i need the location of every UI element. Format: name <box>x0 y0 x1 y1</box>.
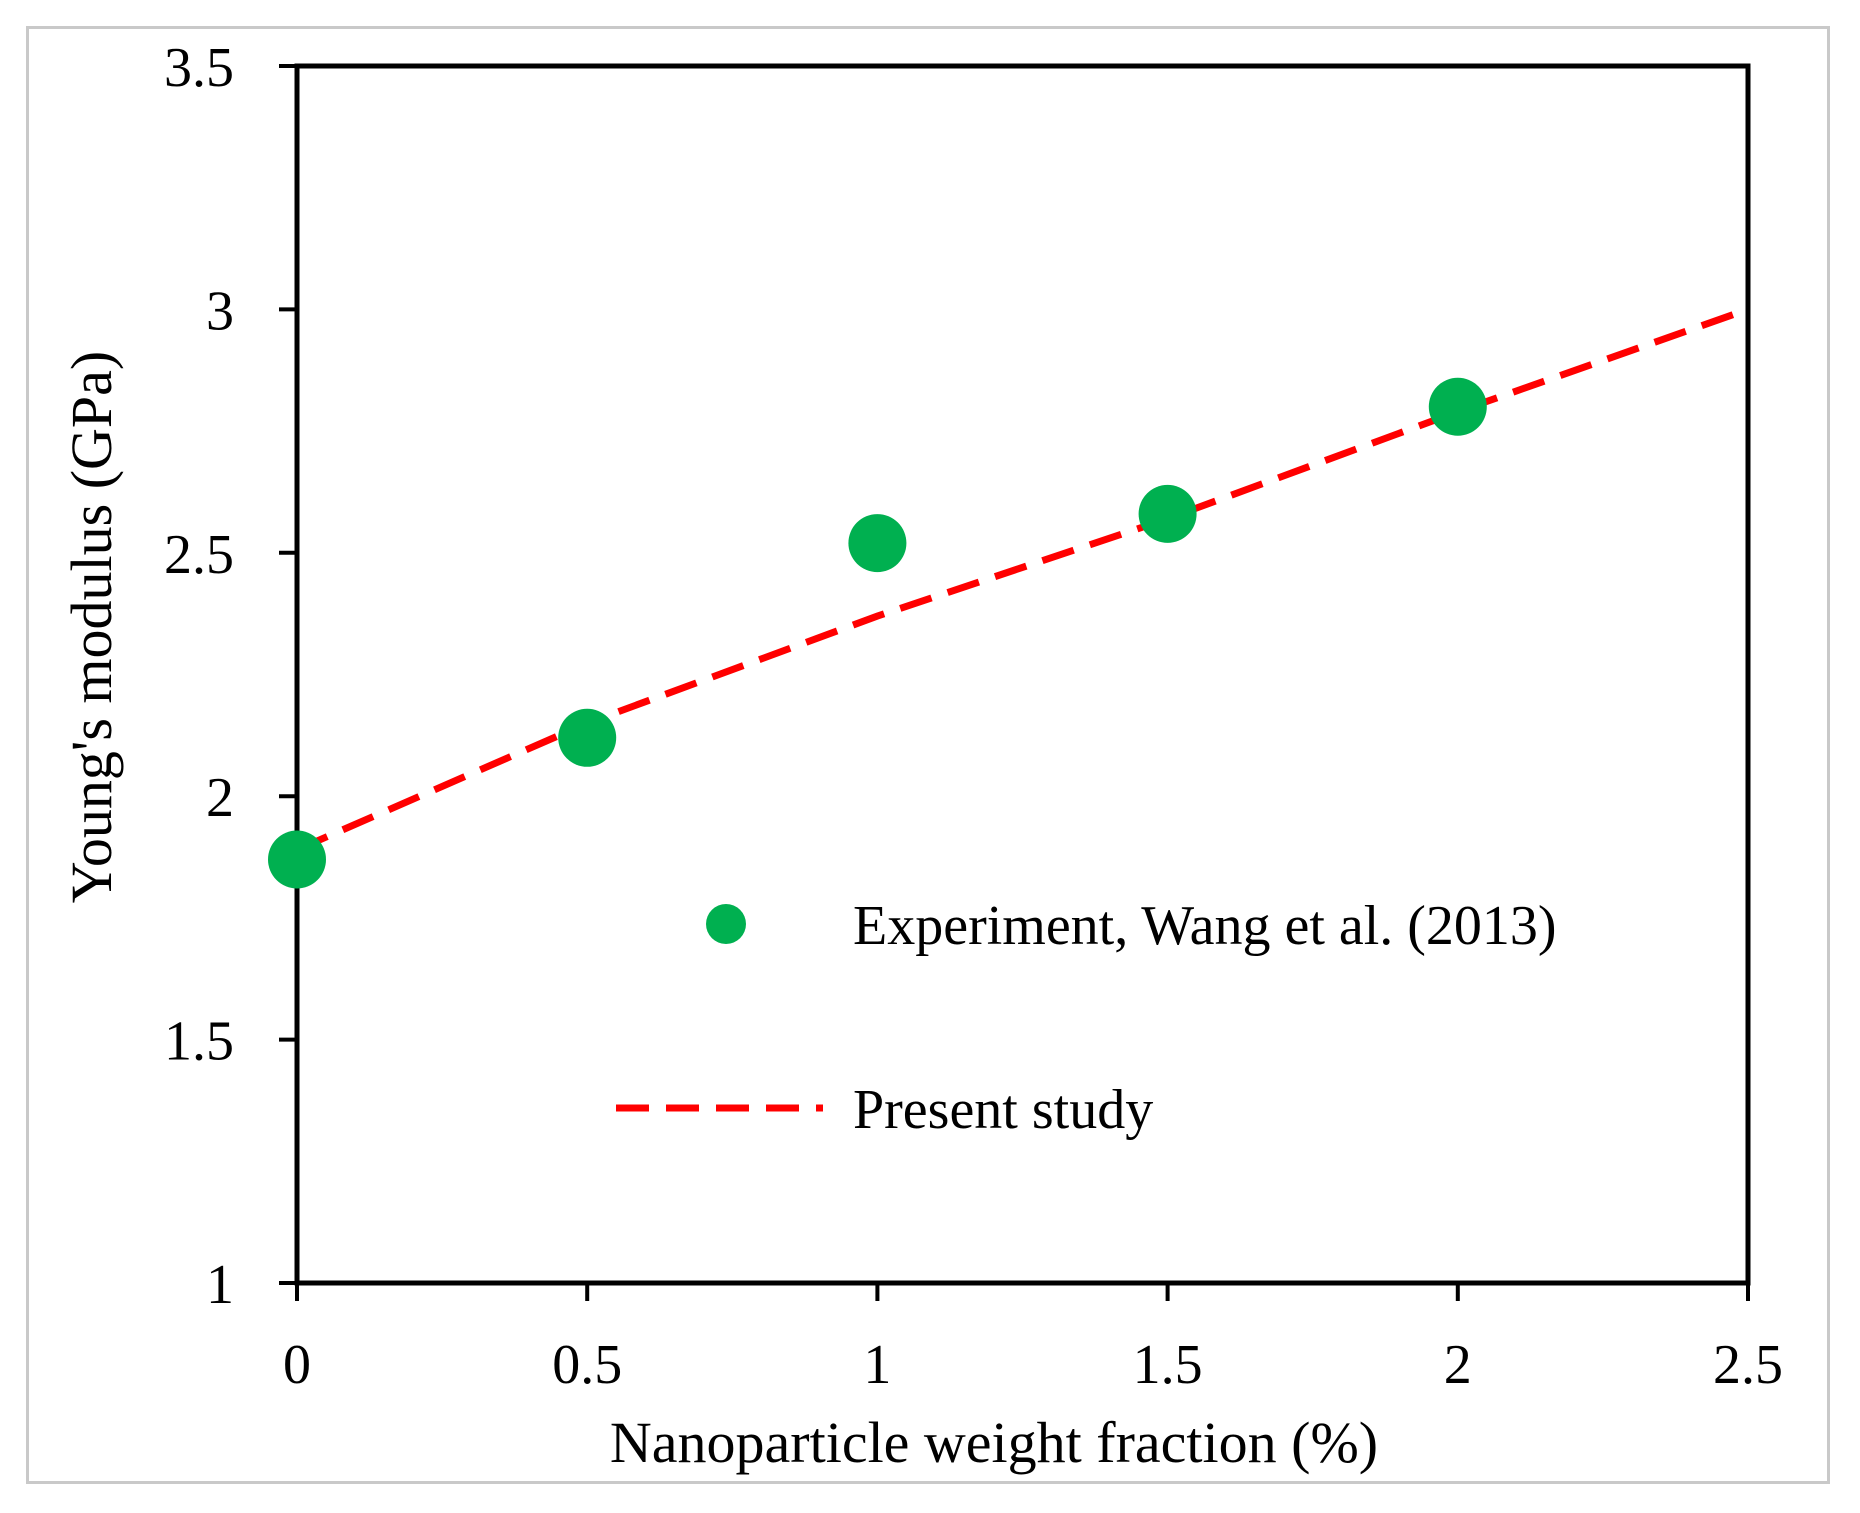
x-tick-label: 2 <box>1444 1334 1472 1396</box>
x-tick-label: 0 <box>283 1334 311 1396</box>
figure-frame <box>26 26 1830 1484</box>
legend: Experiment, Wang et al. (2013) Present s… <box>616 895 1557 1141</box>
legend-label-experiment: Experiment, Wang et al. (2013) <box>853 895 1557 957</box>
series-present-study <box>295 306 1750 853</box>
legend-marker-experiment <box>706 904 746 944</box>
data-point-experiment <box>848 514 907 573</box>
line-present-study <box>295 306 1750 853</box>
legend-label-present-study: Present study <box>853 1079 1153 1141</box>
data-point-experiment <box>268 830 326 889</box>
x-tick-label: 1.5 <box>1133 1334 1203 1396</box>
y-tick-label: 1 <box>206 1254 234 1316</box>
axes <box>279 63 1751 1301</box>
data-point-experiment <box>558 708 617 767</box>
y-tick-label: 3.5 <box>164 37 234 99</box>
x-tick-label: 0.5 <box>552 1334 622 1396</box>
x-axis-label: Nanoparticle weight fraction (%) <box>610 1410 1378 1475</box>
x-tick-label: 1 <box>863 1334 891 1396</box>
y-tick-label: 3 <box>206 280 234 342</box>
data-point-experiment <box>1428 377 1487 436</box>
y-tick-label: 2.5 <box>164 524 234 586</box>
y-tick-label: 1.5 <box>164 1011 234 1073</box>
plot-area-border <box>294 63 1751 1286</box>
y-tick-label: 2 <box>206 767 234 829</box>
data-point-experiment <box>1138 484 1197 543</box>
tick-labels: 0 0.5 1 1.5 2 2.5 1 1.5 2 2.5 3 3.5 <box>164 37 1783 1396</box>
y-axis-label: Young's modulus (GPa) <box>59 351 124 903</box>
series-experiment <box>268 377 1487 889</box>
x-tick-label: 2.5 <box>1713 1334 1783 1396</box>
